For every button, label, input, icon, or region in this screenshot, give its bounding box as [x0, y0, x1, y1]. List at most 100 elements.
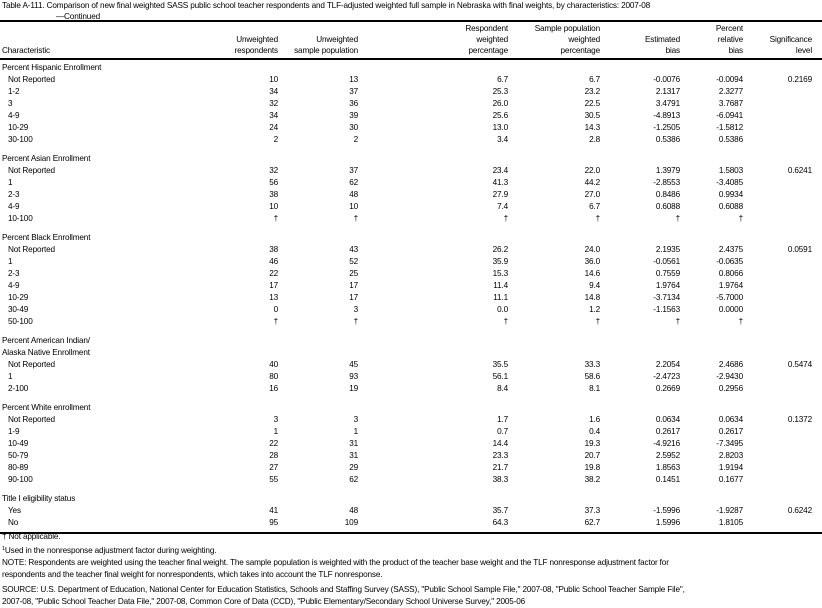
- row-label: 4-9: [8, 202, 20, 211]
- table-cell: †: [738, 214, 744, 223]
- source-line-2: 2007-08, "Public School Teacher Data Fil…: [2, 597, 526, 606]
- table-cell: 31: [349, 439, 358, 448]
- table-cell: -0.0076: [653, 75, 680, 84]
- row-label: Not Reported: [8, 166, 55, 175]
- table-row: 2-3 22 25 15.3 14.6 0.7559 0.8066: [0, 268, 822, 280]
- table-cell: 2: [273, 135, 279, 144]
- table-row: 30-100 2 2 3.4 2.8 0.5386 0.5386: [0, 134, 822, 146]
- column-header-line: sample population: [294, 46, 358, 55]
- row-label: 1: [8, 178, 13, 187]
- table-cell: 1.9764: [718, 281, 743, 290]
- table-cell: 95: [269, 518, 278, 527]
- table-cell: 26.0: [492, 99, 508, 108]
- row-label: 1: [8, 372, 13, 381]
- table-cell: 13: [349, 75, 358, 84]
- table-cell: 0.6088: [655, 202, 680, 211]
- table-cell: 38: [269, 245, 278, 254]
- table-cell: 1.5803: [718, 166, 743, 175]
- table-cell: †: [503, 214, 509, 223]
- table-cell: 20.7: [584, 451, 600, 460]
- table-cell: †: [675, 317, 681, 326]
- table-cell: -1.5996: [653, 506, 680, 515]
- table-cell: 27.9: [492, 190, 508, 199]
- table-cell: 44.2: [584, 178, 600, 187]
- table-row: Not Reported 40 45 35.5 33.3 2.2054 2.4686 0.54…: [0, 359, 822, 371]
- table-cell: 3: [273, 415, 279, 424]
- table-cell: 30: [349, 123, 358, 132]
- column-header-line: bias: [665, 46, 681, 55]
- table-cell: 41.3: [492, 178, 508, 187]
- column-header-line: percentage: [468, 46, 509, 55]
- table-cell: 31: [349, 451, 358, 460]
- row-label: Not Reported: [8, 360, 55, 369]
- table-cell: 2: [353, 135, 359, 144]
- table-cell: 1.5996: [655, 518, 680, 527]
- table-cell: 29: [349, 463, 358, 472]
- row-label: Not Reported: [8, 245, 55, 254]
- table-cell: †: [353, 214, 359, 223]
- table-cell: 3: [353, 305, 359, 314]
- table-cell: 2.4375: [718, 245, 743, 254]
- table-cell: -1.9287: [716, 506, 743, 515]
- table-cell: 6.7: [589, 75, 600, 84]
- section-label: Title I eligibility status: [2, 494, 76, 503]
- row-label: 30-49: [8, 305, 29, 314]
- table-cell: 0.0: [497, 305, 508, 314]
- table-cell: 46: [269, 257, 278, 266]
- table-cell: 10: [269, 202, 278, 211]
- table-cell: 93: [349, 372, 358, 381]
- row-label: 1: [8, 257, 13, 266]
- table-cell: 16: [269, 384, 278, 393]
- footnote-not-applicable: † Not applicable.: [2, 532, 61, 541]
- table-row: 10-100 † † † † † †: [0, 213, 822, 225]
- table-cell: -3.7134: [653, 293, 680, 302]
- table-cell: 2.3277: [718, 87, 743, 96]
- table-cell: 8.1: [589, 384, 600, 393]
- table-cell: 37.3: [584, 506, 600, 515]
- table-cell: -0.0635: [716, 257, 743, 266]
- table-cell: 0.2669: [655, 384, 680, 393]
- table-cell: 28: [269, 451, 278, 460]
- table-cell: 48: [349, 506, 358, 515]
- table-cell: 55: [269, 475, 278, 484]
- table-row: 30-49 0 3 0.0 1.2 -1.1563 0.0000: [0, 304, 822, 316]
- column-header-line: Characteristic: [2, 46, 50, 55]
- table-cell: †: [675, 214, 681, 223]
- table-body: Percent Hispanic Enrollment Not Reported 1…: [0, 62, 822, 536]
- table-cell: 0.0000: [718, 305, 743, 314]
- table-cell: 33.3: [584, 360, 600, 369]
- column-header-line: weighted: [476, 35, 508, 44]
- table-cell: 13.0: [492, 123, 508, 132]
- column-header-line: Respondent: [465, 24, 508, 33]
- row-label: 80-89: [8, 463, 29, 472]
- table-cell: 62: [349, 475, 358, 484]
- table-row: 50-79 28 31 23.3 20.7 2.5952 2.8203: [0, 450, 822, 462]
- table-cell: 0.2956: [718, 384, 743, 393]
- table-row: Not Reported 38 43 26.2 24.0 2.1935 2.4375 0.05…: [0, 244, 822, 256]
- column-header-line: Significance: [769, 35, 813, 44]
- table-cell: 2.1317: [655, 87, 680, 96]
- row-label: 1-9: [8, 427, 20, 436]
- table-cell: 41: [269, 506, 278, 515]
- table-cell: 40: [269, 360, 278, 369]
- table-cell: 26.2: [492, 245, 508, 254]
- table-row: 1 80 93 56.1 58.6 -2.4723 -2.9430: [0, 371, 822, 383]
- table-cell: 39: [349, 111, 358, 120]
- table-cell: 0.1372: [787, 415, 812, 424]
- table-section: Percent American Indian/Alaska Native En…: [0, 335, 822, 395]
- table-cell: 23.4: [492, 166, 508, 175]
- table-cell: 35.5: [492, 360, 508, 369]
- table-row: 10-49 22 31 14.4 19.3 -4.9216 -7.3495: [0, 438, 822, 450]
- table-row: 10-29 13 17 11.1 14.8 -3.7134 -5.7000: [0, 292, 822, 304]
- column-header: Sample population weighted percentage: [535, 23, 600, 56]
- table-cell: †: [273, 214, 279, 223]
- header-rule: [0, 58, 822, 60]
- table-cell: 1: [353, 427, 359, 436]
- section-label: Alaska Native Enrollment: [2, 348, 90, 357]
- table-row: 80-89 27 29 21.7 19.8 1.8563 1.9194: [0, 462, 822, 474]
- table-cell: 34: [269, 87, 278, 96]
- table-cell: 1.8105: [718, 518, 743, 527]
- table-cell: -0.0094: [716, 75, 743, 84]
- row-label: 2-3: [8, 269, 20, 278]
- column-header-line: Unweighted: [316, 35, 358, 44]
